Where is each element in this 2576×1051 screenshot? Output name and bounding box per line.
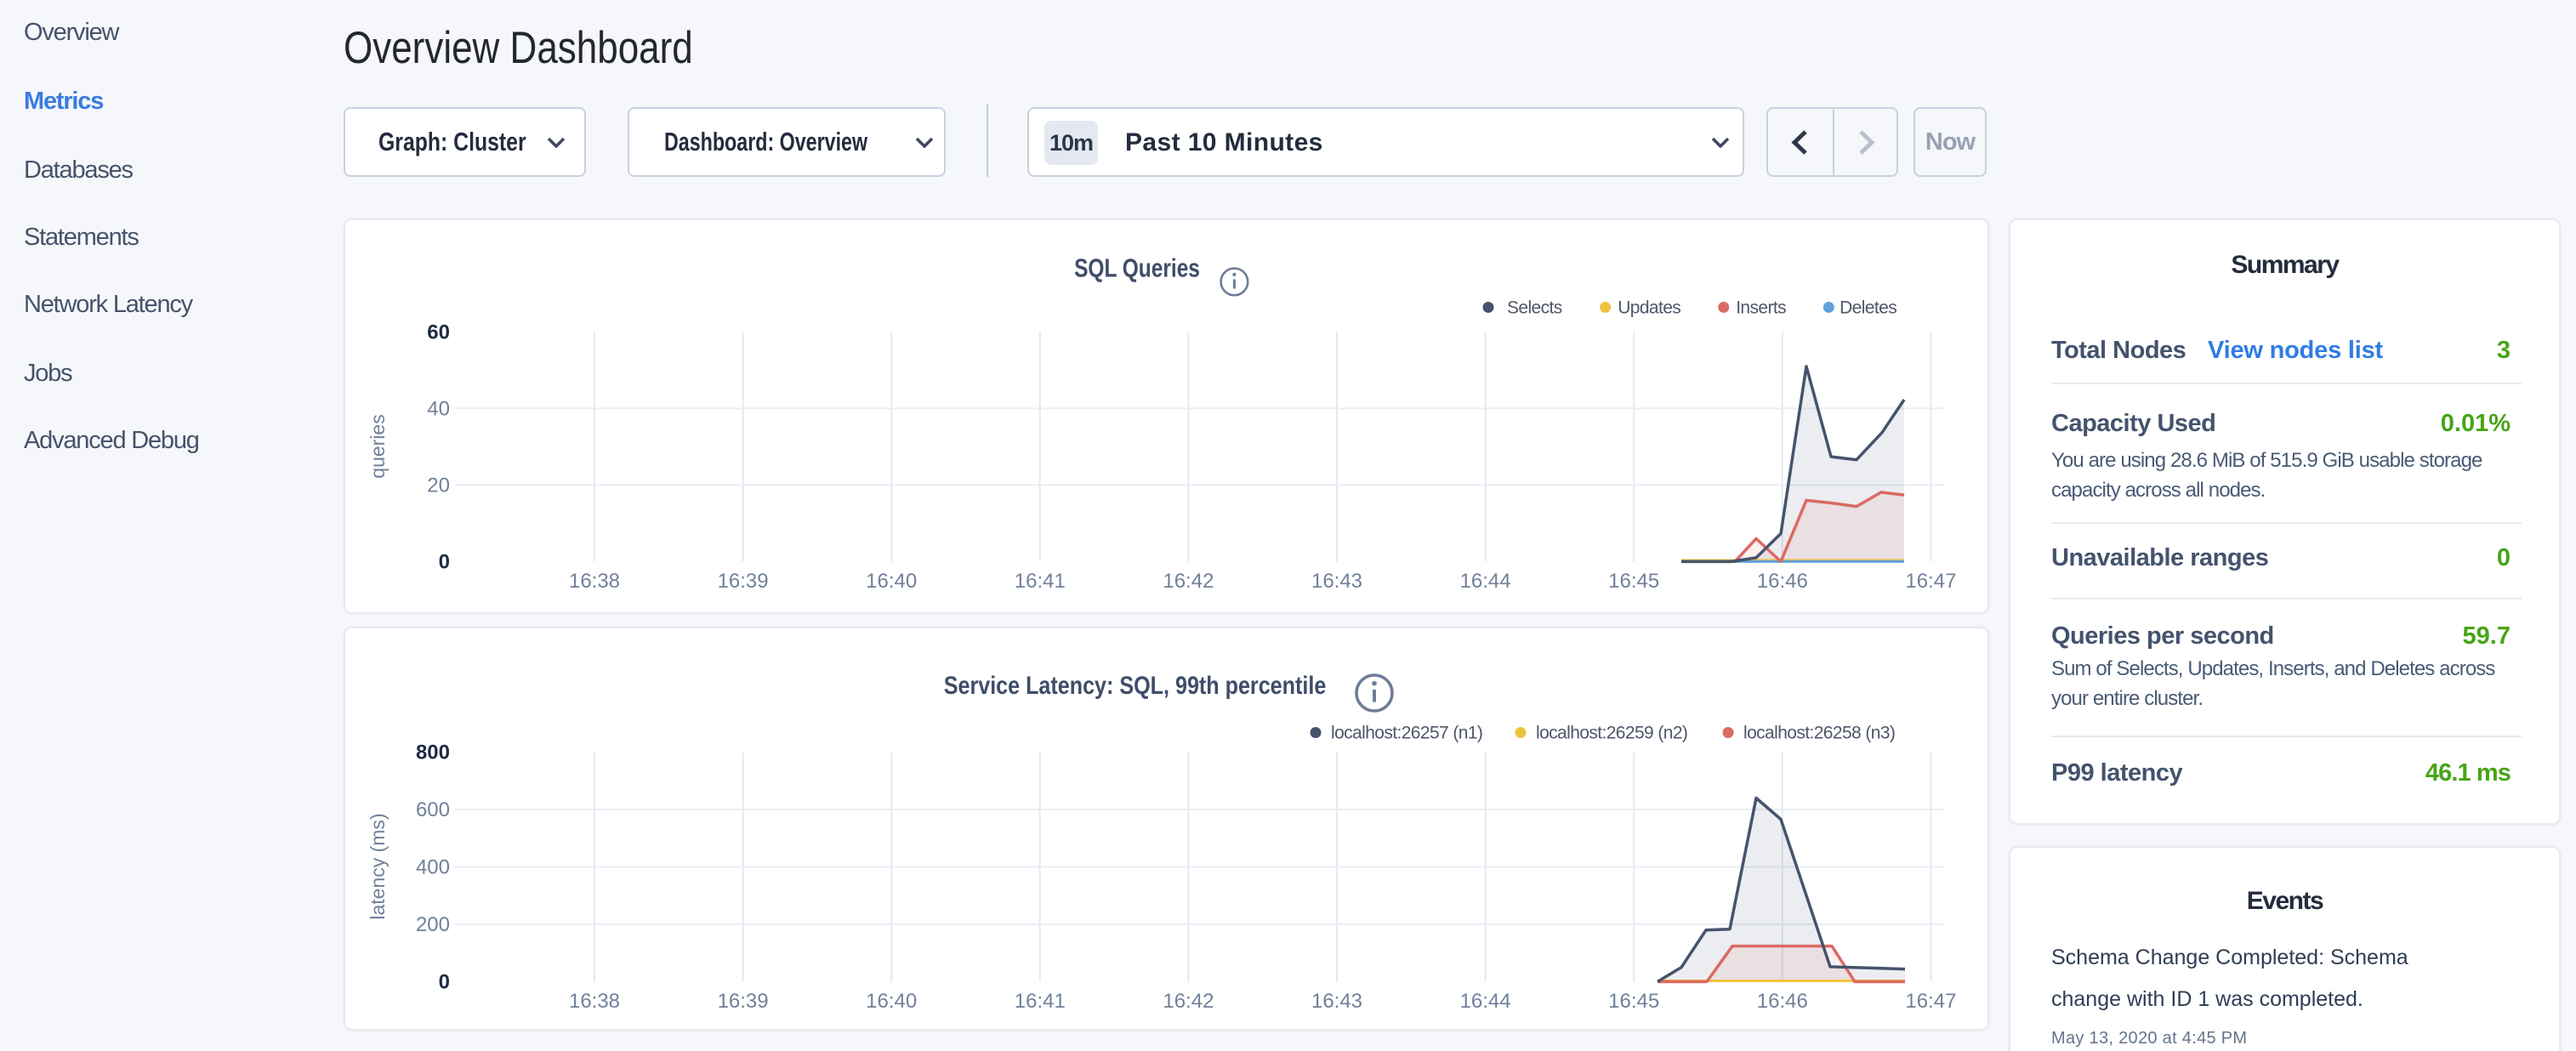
svg-text:600: 600 (416, 798, 450, 821)
svg-text:16:41: 16:41 (1015, 990, 1066, 1013)
svg-text:Selects: Selects (1507, 298, 1562, 317)
svg-text:16:43: 16:43 (1311, 570, 1362, 593)
svg-text:16:44: 16:44 (1460, 570, 1511, 593)
svg-text:16:46: 16:46 (1757, 570, 1808, 593)
svg-text:Service Latency: SQL, 99th per: Service Latency: SQL, 99th percentile (944, 671, 1327, 700)
svg-text:16:42: 16:42 (1163, 570, 1214, 593)
svg-text:16:42: 16:42 (1163, 990, 1214, 1013)
svg-text:16:39: 16:39 (718, 990, 769, 1013)
svg-text:16:43: 16:43 (1311, 990, 1362, 1013)
svg-text:16:47: 16:47 (1905, 990, 1956, 1013)
svg-text:16:45: 16:45 (1608, 990, 1659, 1013)
svg-text:Updates: Updates (1618, 298, 1680, 317)
svg-text:latency (ms): latency (ms) (367, 813, 389, 919)
svg-text:localhost:26259 (n2): localhost:26259 (n2) (1536, 724, 1687, 743)
svg-text:Inserts: Inserts (1736, 298, 1786, 317)
svg-text:800: 800 (416, 741, 450, 764)
svg-text:0: 0 (439, 550, 450, 573)
svg-text:60: 60 (427, 321, 450, 344)
svg-text:SQL Queries: SQL Queries (1074, 253, 1200, 282)
svg-text:localhost:26258 (n3): localhost:26258 (n3) (1743, 724, 1895, 743)
svg-text:40: 40 (427, 397, 450, 420)
svg-text:16:45: 16:45 (1608, 570, 1659, 593)
svg-text:Deletes: Deletes (1840, 298, 1896, 317)
svg-text:16:39: 16:39 (718, 570, 769, 593)
svg-text:localhost:26257 (n1): localhost:26257 (n1) (1331, 724, 1482, 743)
svg-text:16:40: 16:40 (866, 570, 917, 593)
svg-text:16:47: 16:47 (1905, 570, 1956, 593)
svg-text:16:38: 16:38 (569, 570, 620, 593)
svg-text:16:38: 16:38 (569, 990, 620, 1013)
svg-text:queries: queries (367, 414, 389, 478)
svg-text:20: 20 (427, 474, 450, 497)
svg-text:16:41: 16:41 (1015, 570, 1066, 593)
svg-text:16:46: 16:46 (1757, 990, 1808, 1013)
svg-text:16:40: 16:40 (866, 990, 917, 1013)
svg-text:16:44: 16:44 (1460, 990, 1511, 1013)
svg-text:400: 400 (416, 856, 450, 879)
svg-text:0: 0 (439, 971, 450, 994)
svg-text:200: 200 (416, 913, 450, 936)
